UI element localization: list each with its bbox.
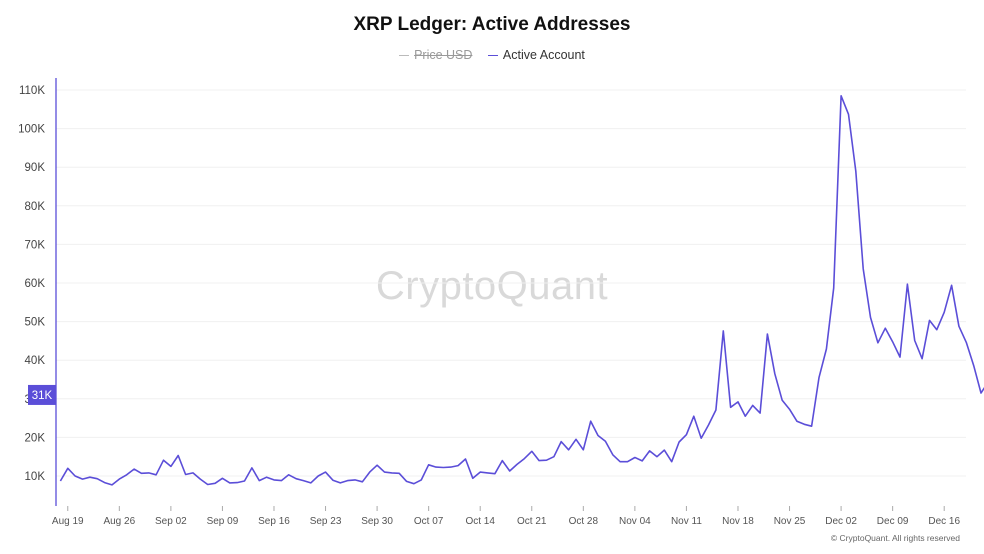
y-tick-label: 20K bbox=[25, 432, 46, 444]
legend-item-price-usd[interactable]: Price USD bbox=[399, 48, 472, 62]
x-tick-label: Dec 09 bbox=[877, 516, 909, 527]
x-tick-label: Dec 16 bbox=[928, 516, 960, 527]
x-tick-label: Sep 16 bbox=[258, 516, 290, 527]
x-tick-label: Nov 25 bbox=[774, 516, 806, 527]
x-tick-label: Nov 04 bbox=[619, 516, 651, 527]
x-tick-label: Aug 26 bbox=[103, 516, 135, 527]
x-tick-label: Sep 02 bbox=[155, 516, 187, 527]
chart-title: XRP Ledger: Active Addresses bbox=[353, 14, 631, 35]
y-tick-label: 80K bbox=[25, 201, 46, 213]
x-tick-label: Sep 23 bbox=[310, 516, 342, 527]
legend-label-active-account: Active Account bbox=[502, 47, 585, 62]
series-layer bbox=[59, 95, 984, 486]
series-line-active-account bbox=[59, 95, 984, 486]
legend: Price USD Active Account bbox=[0, 47, 984, 62]
axis: 10K20K30K40K50K60K70K80K90K100K110KAug 1… bbox=[18, 78, 960, 527]
current-value-label: 31K bbox=[32, 390, 53, 402]
current-value-marker: 31K bbox=[28, 384, 56, 405]
x-tick-label: Sep 09 bbox=[207, 516, 239, 527]
legend-swatch-active-account bbox=[487, 54, 498, 56]
y-tick-label: 60K bbox=[25, 278, 46, 290]
y-tick-label: 110K bbox=[19, 85, 45, 97]
x-tick-label: Nov 18 bbox=[722, 516, 754, 527]
x-tick-label: Oct 14 bbox=[465, 516, 495, 527]
x-tick-label: Sep 30 bbox=[361, 516, 393, 527]
x-tick-label: Dec 02 bbox=[825, 516, 857, 527]
y-tick-label: 100K bbox=[18, 124, 45, 136]
current-value-badge bbox=[28, 384, 56, 405]
legend-label-price-usd: Price USD bbox=[414, 47, 473, 62]
y-tick-label: 50K bbox=[25, 317, 46, 329]
y-tick-label: 40K bbox=[25, 355, 46, 367]
copyright-text: © CryptoQuant. All rights reserved bbox=[830, 533, 960, 543]
y-tick-label: 90K bbox=[25, 162, 46, 174]
x-tick-label: Oct 28 bbox=[569, 516, 599, 527]
x-tick-label: Aug 19 bbox=[52, 516, 84, 527]
legend-swatch-price-usd bbox=[399, 54, 410, 56]
y-tick-label: 70K bbox=[25, 239, 46, 251]
y-tick-label: 10K bbox=[25, 471, 46, 483]
gridlines bbox=[56, 89, 966, 477]
legend-item-active-account[interactable]: Active Account bbox=[487, 47, 585, 62]
x-tick-label: Oct 21 bbox=[517, 516, 547, 527]
x-tick-label: Nov 11 bbox=[671, 516, 702, 527]
x-tick-label: Oct 07 bbox=[414, 516, 444, 527]
watermark: CryptoQuant bbox=[375, 264, 609, 308]
